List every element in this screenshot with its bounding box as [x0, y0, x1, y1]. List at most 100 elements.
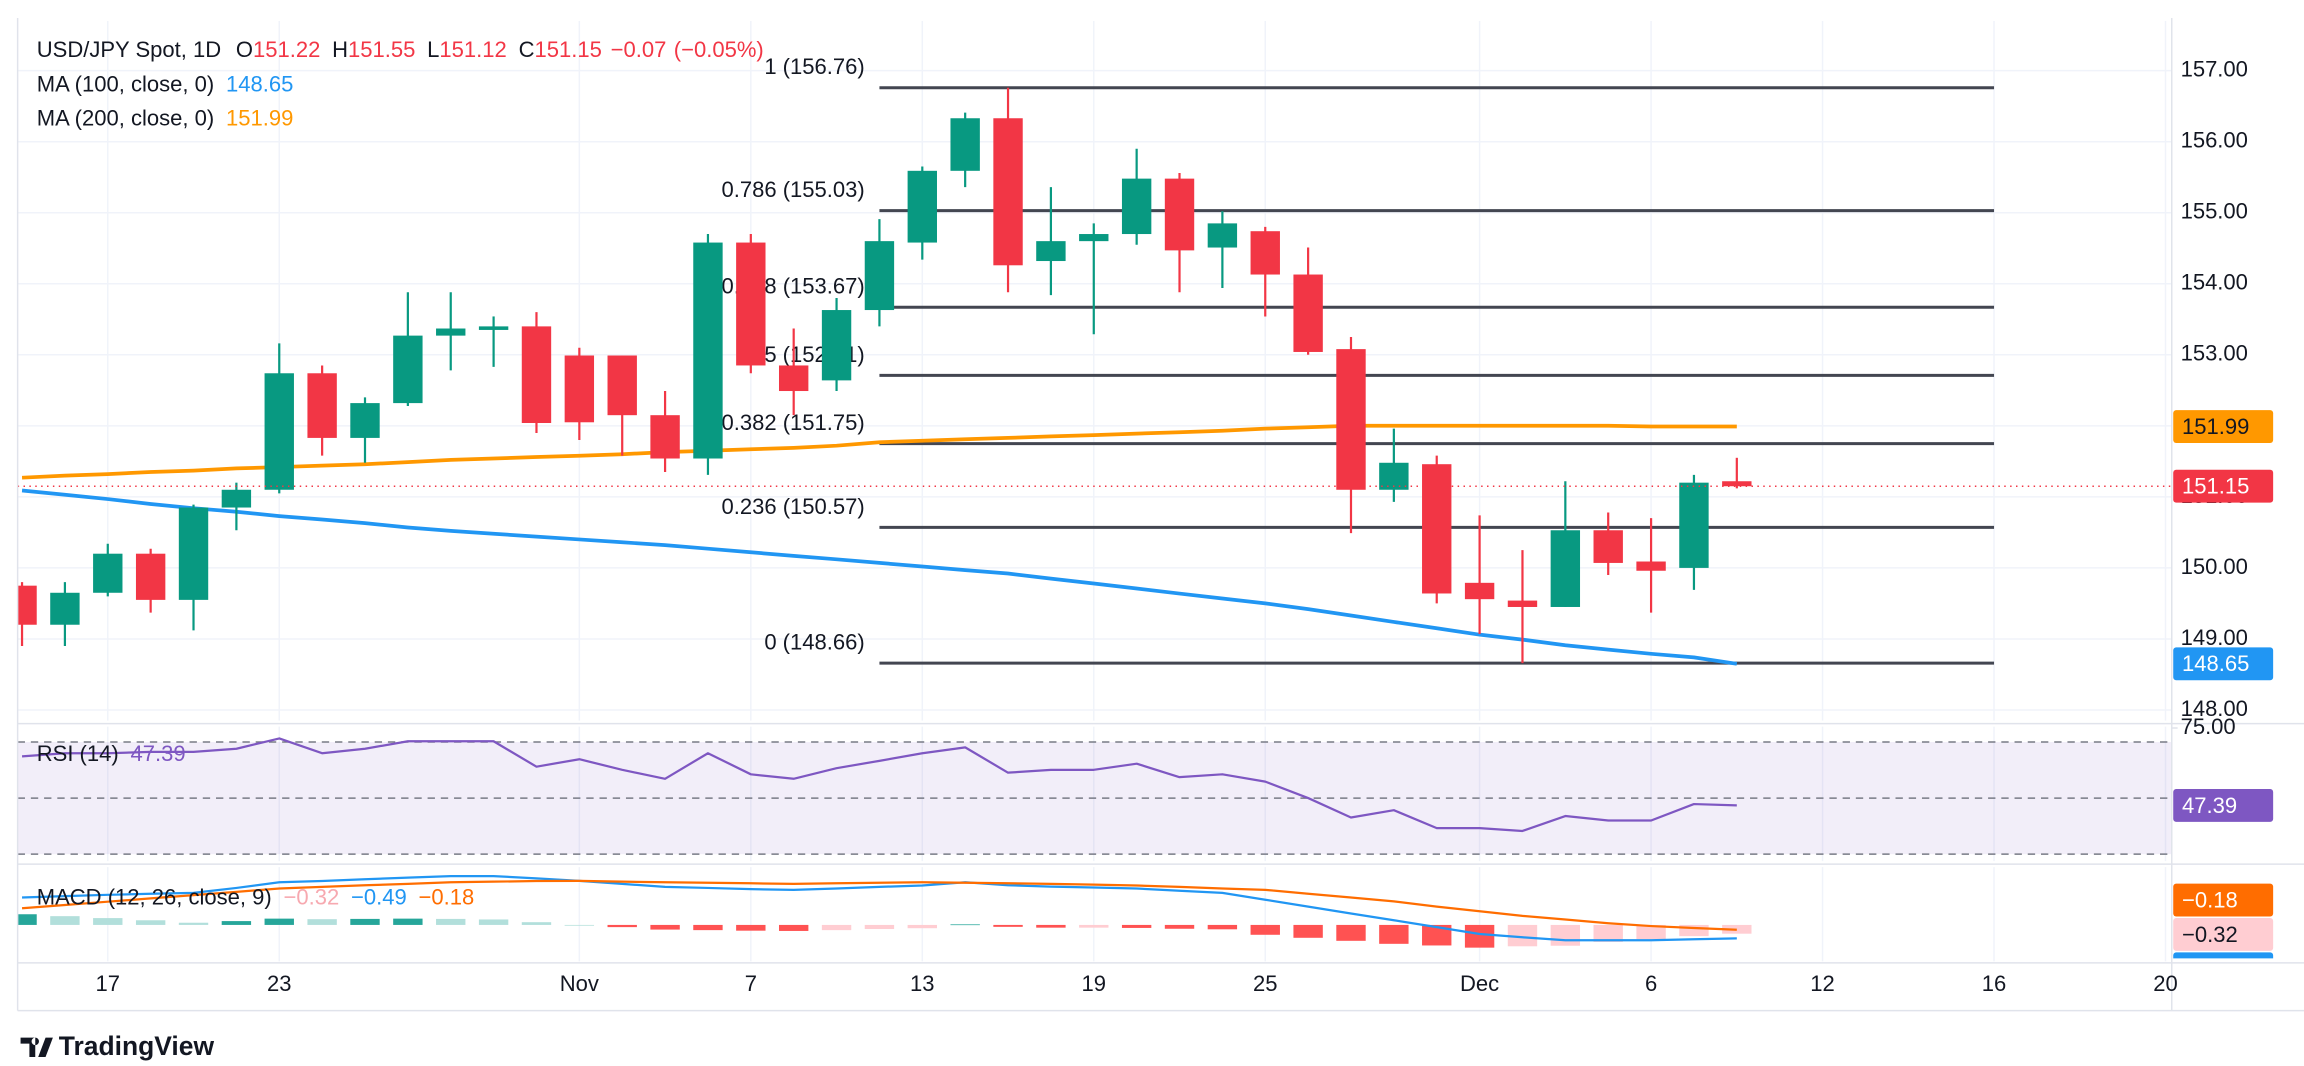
candle-body [17, 585, 37, 625]
y-tick-label: 148.00 [2181, 696, 2248, 721]
axes: 148.00149.00150.00151.00152.00153.00154.… [16, 17, 2304, 1012]
macd-histogram-bar [821, 924, 852, 931]
candle-body [478, 326, 509, 330]
fib-label: 1 (156.76) [764, 54, 864, 79]
logo-icon [20, 1037, 53, 1058]
macd-histogram-bar [1636, 924, 1666, 940]
symbol: USD/JPY Spot, 1D [37, 37, 221, 62]
fib-label: 0 (148.66) [764, 629, 864, 654]
macd-histogram-bar [993, 924, 1023, 927]
logo: TradingView [20, 1031, 214, 1061]
change-percent: (−0.05%) [674, 37, 764, 62]
candle-body [607, 355, 637, 416]
candle-body [1379, 462, 1409, 490]
x-tick-label: 12 [1810, 971, 1835, 996]
legend: USD/JPY Spot, 1D O151.22 H151.55 L151.12 C15… [37, 37, 764, 910]
legend-value: −0.49 [351, 884, 407, 909]
macd-histogram-bar [1422, 924, 1452, 946]
macd-histogram-bar [1507, 924, 1538, 947]
candle-body [178, 507, 209, 600]
x-tick-label: 13 [910, 971, 935, 996]
candle-body [1293, 274, 1323, 352]
candle-body [693, 242, 723, 459]
x-tick-label: Dec [1460, 971, 1499, 996]
candle-body [650, 415, 680, 459]
legend-name: MACD (12, 26, close, 9) [37, 884, 272, 909]
candle-body [1679, 482, 1709, 568]
macd-histogram-bar [1379, 924, 1409, 944]
legend-main: USD/JPY Spot, 1D O151.22 H151.55 L151.12 C15… [37, 37, 764, 62]
candle-body [1164, 178, 1195, 251]
y-tick-label: 154.00 [2181, 270, 2248, 295]
macd-histogram-bar [221, 921, 252, 925]
legend-name: MA (100, close, 0) [37, 71, 215, 96]
rsi-pane [17, 726, 2172, 862]
macd-badge-bg [2173, 952, 2274, 959]
rsi-line [21, 737, 1737, 833]
candle-body [1507, 600, 1538, 607]
macd-histogram-bar [350, 918, 380, 925]
legend-macd: MACD (12, 26, close, 9) −0.32 −0.49 −0.18 [37, 884, 475, 909]
macd-histogram-bar [307, 919, 337, 925]
macd-pane [17, 867, 2167, 962]
candle-body [93, 553, 123, 593]
macd-histogram-bar [1293, 924, 1323, 938]
x-tick-label: 19 [1082, 971, 1107, 996]
fib-label: 0.786 (155.03) [721, 177, 864, 202]
candle-body [950, 118, 980, 171]
x-tick-label: 16 [1982, 971, 2007, 996]
histogram-badge: −0.32 [2182, 922, 2238, 947]
candle-body [1593, 530, 1623, 563]
legend-ma: MA (100, close, 0) 148.65 [37, 71, 294, 96]
x-tick-label: 25 [1253, 971, 1278, 996]
x-tick-label: 23 [267, 971, 292, 996]
macd-histogram-bar [1593, 924, 1623, 942]
macd-histogram-bar [178, 922, 209, 925]
price-pane: 1 (156.76)0.786 (155.03)0.618 (153.67)0.… [17, 20, 2172, 721]
signal-badge-bg [2173, 883, 2274, 917]
macd-histogram-bar [1550, 924, 1581, 946]
last-price-badge: 151.15 [2182, 473, 2249, 498]
candle-body [393, 335, 423, 404]
candle-body [350, 403, 380, 438]
macd-histogram-bar [135, 920, 166, 925]
ma100-badge-bg [2173, 647, 2274, 681]
candle-body [1422, 464, 1452, 594]
macd-histogram-bar [607, 924, 637, 928]
legend-value: 148.65 [226, 71, 293, 96]
macd-histogram-bar [1079, 924, 1109, 928]
macd-histogram-bar [778, 924, 809, 931]
candle-body [778, 365, 809, 392]
legend-rsi: RSI (14) 47.39 [37, 741, 186, 766]
signal-badge: −0.18 [2182, 887, 2238, 912]
macd-histogram-bar [907, 924, 937, 929]
x-tick-label: Nov [560, 971, 600, 996]
macd-histogram-bar [478, 919, 509, 925]
legend-value: −0.32 [284, 884, 340, 909]
macd-badge: −0.49 [2182, 956, 2238, 981]
macd-histogram-bar [1464, 924, 1495, 948]
x-tick-label: 6 [1645, 971, 1657, 996]
macd-histogram-bar [50, 916, 80, 925]
candle-body [307, 373, 337, 438]
legend-value: −0.18 [419, 884, 475, 909]
x-tick-label: 17 [96, 971, 121, 996]
legend-ma: MA (200, close, 0) 151.99 [37, 105, 294, 130]
candle-body [1121, 178, 1152, 235]
macd-line [22, 875, 1737, 942]
candle-body [1336, 349, 1366, 490]
rsi-badge: 47.39 [2182, 793, 2237, 818]
candle-body [1636, 561, 1666, 571]
ohlc-key: H [332, 37, 348, 62]
candle-body [1079, 234, 1109, 242]
ohlc-value: 151.22 [253, 37, 320, 62]
y-tick-label: 153.00 [2181, 341, 2248, 366]
candle-body [50, 592, 80, 625]
candle-body [821, 310, 852, 381]
y-tick-label: 149.00 [2181, 625, 2248, 650]
macd-histogram-bar [736, 924, 766, 931]
candle-body [1250, 231, 1280, 275]
ohlc-key: O [236, 37, 253, 62]
legend-name: MA (200, close, 0) [37, 105, 215, 130]
